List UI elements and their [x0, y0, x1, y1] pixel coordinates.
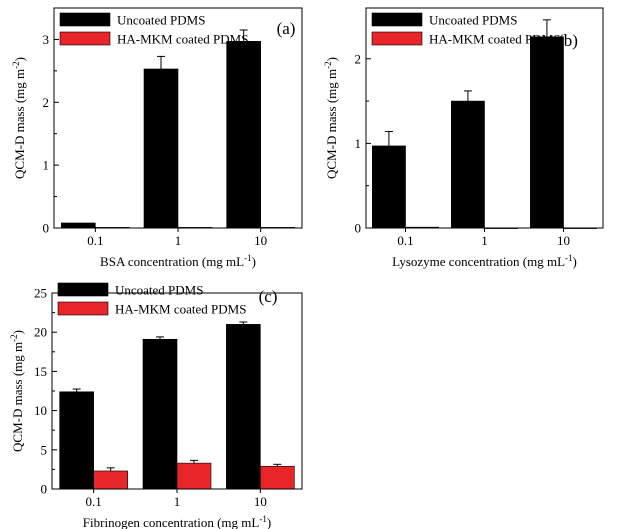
y-tick-label: 3 [43, 32, 50, 47]
x-tick-label: 0.1 [397, 233, 413, 248]
x-tick-label: 0.1 [87, 233, 103, 248]
x-tick-label: 10 [254, 494, 267, 509]
bar-uncoated-0 [372, 145, 406, 229]
x-tick-label: 10 [254, 233, 267, 248]
x-tick-label: 0.1 [86, 494, 102, 509]
bar-uncoated-1 [142, 338, 178, 490]
x-tick-label: 1 [481, 233, 488, 248]
legend-label-coated: HA-MKM coated PDMS [117, 32, 248, 47]
y-tick-label: 20 [34, 325, 47, 340]
bar-coated-1 [176, 462, 212, 490]
legend-swatch-uncoated [57, 282, 109, 297]
y-tick-label: 15 [34, 364, 47, 379]
y-tick-label: 0 [41, 482, 48, 497]
y-tick-label: 0 [43, 221, 50, 236]
chart-panel-2: 0 5 10 15 20 25 0.1 1 10 Fibrinogen concentration… [9, 282, 303, 529]
x-tick-label: 1 [175, 233, 182, 248]
y-tick-label: 2 [43, 95, 50, 110]
y-axis-label: QCM-D mass (mg m-2) [9, 330, 25, 452]
bar-uncoated-0 [61, 222, 96, 229]
x-axis-label: Fibrinogen concentration (mg mL-1) [83, 514, 271, 529]
y-tick-label: 5 [41, 442, 48, 457]
panel-label: (b) [558, 31, 578, 50]
bar-uncoated-2 [226, 324, 261, 490]
chart-panel-1: 0 1 2 0.1 1 10 Lysozyme concentration (mg mL-1… [323, 7, 604, 269]
panel-label: (a) [277, 19, 296, 38]
y-tick-label: 1 [43, 158, 50, 173]
panel-label: (c) [259, 287, 278, 306]
y-tick-label: 1 [355, 136, 362, 151]
y-axis-label: QCM-D mass (mg m-2) [11, 57, 27, 179]
chart-panel-0: 0 1 2 3 0.1 1 10 BSA concentration (mg mL-1) QCM… [11, 7, 303, 269]
y-tick-label: 10 [34, 403, 47, 418]
x-tick-label: 1 [174, 494, 181, 509]
legend-label-uncoated: Uncoated PDMS [115, 283, 203, 298]
bar-coated-0 [93, 470, 128, 490]
bar-uncoated-2 [530, 36, 564, 229]
y-tick-label: 25 [34, 286, 47, 301]
bar-uncoated-1 [451, 100, 485, 229]
y-tick-label: 2 [355, 51, 362, 66]
legend-label-uncoated: Uncoated PDMS [117, 13, 205, 28]
legend-swatch-coated [57, 301, 109, 316]
bar-uncoated-0 [59, 391, 94, 490]
y-tick-label: 0 [355, 221, 362, 236]
bar-uncoated-1 [143, 68, 179, 229]
bar-uncoated-2 [226, 41, 261, 229]
legend-swatch-coated [59, 31, 111, 46]
legend-label-coated: HA-MKM coated PDMS [429, 32, 560, 47]
legend-label-uncoated: Uncoated PDMS [429, 13, 517, 28]
legend-label-coated: HA-MKM coated PDMS [115, 302, 246, 317]
x-axis-label: Lysozyme concentration (mg mL-1) [392, 253, 577, 269]
x-axis-label: BSA concentration (mg mL-1) [100, 253, 256, 269]
legend-swatch-uncoated [371, 12, 423, 27]
bar-coated-2 [260, 465, 295, 490]
x-tick-label: 10 [557, 233, 570, 248]
legend-swatch-uncoated [59, 12, 111, 27]
legend-swatch-coated [371, 31, 423, 46]
y-axis-label: QCM-D mass (mg m-2) [323, 57, 339, 179]
